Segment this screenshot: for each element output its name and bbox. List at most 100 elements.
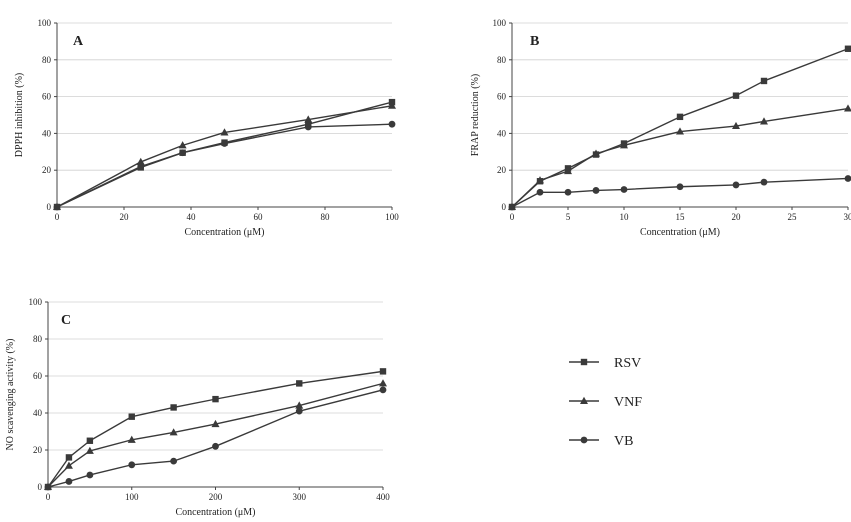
panel-a-series-vb-line [56,123,393,208]
panel-c-y-tick-label: 80 [33,334,43,344]
panel-b-x-tick-label: 0 [510,212,515,222]
panel-a-x-axis-title: Concentration (μM) [184,227,264,238]
panel-a-series-rsv-line [56,101,393,208]
panel-b-x-tick-label: 5 [566,212,571,222]
legend-vnf-label: VNF [614,395,642,410]
panel-a-x-tick-label: 0 [55,212,60,222]
panel-a-x-tick-label: 60 [254,212,264,222]
panel-c-y-axis-title: NO scavenging activity (%) [5,339,16,451]
panel-b-series-vb-point [536,188,544,196]
panel-b-x-tick-label: 20 [732,212,742,222]
panel-c-series-vnf-line [47,382,384,488]
panel-b: 0 20 40 60 80 100 0 5 10 15 20 25 30 Concentration (μ… [470,18,851,238]
panel-a-y-tick-label: 40 [42,128,52,138]
panel-b-y-tick-label: 0 [502,202,507,212]
panel-a-y-axis-title: DPPH inhibition (%) [14,73,25,157]
panel-b-y-tick-label: 100 [493,18,507,28]
panel-a-series-vnf-point [388,101,396,109]
panel-c-series-rsv-point [379,368,387,375]
panel-b-y-tick-label: 20 [497,165,507,175]
legend: RSV VNF VB [569,356,642,449]
panel-c-series-vb-point [128,461,136,469]
panel-a-y-tick-label: 100 [38,18,52,28]
panel-a-x-tick-label: 40 [187,212,197,222]
panel-a-series-vb-point [221,140,228,147]
panel-b-series-vnf-point [760,117,768,125]
panel-b-series-rsv-point [676,113,684,121]
panel-a-y-tick-label: 20 [42,165,52,175]
panel-a-series-vnf-point [178,141,187,149]
panel-c-series-rsv-line [47,370,384,488]
panel-a-series-vb-point [388,120,396,128]
panel-c-series-rsv-point [212,395,219,403]
panel-c-y-tick-label: 40 [33,408,43,418]
panel-c-x-tick-label: 200 [209,492,223,502]
panel-b-x-tick-label: 15 [676,212,686,222]
panel-b-series-rsv-point [760,77,768,85]
panel-c-series-vb-point [295,407,303,415]
panel-c-series-rsv-point [170,404,177,411]
panel-a-y-tick-label: 0 [47,202,52,212]
panel-b-x-tick-label: 25 [788,212,798,222]
panel-c-y-tick-label: 0 [38,482,43,492]
panel-c-series-vnf-point [379,379,387,387]
legend-vb-label: VB [614,434,633,449]
panel-c: 0 20 40 60 80 100 0 100 200 300 400 Concentration (… [5,297,390,518]
panel-c-series-rsv-point [65,454,73,461]
panel-a-series-vnf-point [136,157,145,165]
panel-b-series-vb-point [620,186,628,193]
panel-c-series-vnf-point [85,446,94,454]
panel-b-y-tick-label: 80 [497,55,507,65]
panel-c-series-vnf-point [211,419,220,428]
panel-b-series-vb-point [676,183,684,191]
panel-b-series-vnf-point [732,121,740,130]
panel-b-series-vb-point [564,188,572,196]
panel-a-letter: A [73,34,84,49]
panel-b-series-vb-point [732,181,740,189]
legend-rsv-marker [580,358,588,366]
panel-c-series-vb-point [379,386,387,394]
legend-rsv-label: RSV [614,356,641,371]
panel-b-series-vb-point [844,175,851,182]
panel-c-x-tick-label: 300 [293,492,307,502]
panel-c-x-axis-title: Concentration (μM) [175,507,255,518]
panel-a-x-tick-label: 80 [321,212,331,222]
panel-a-series-vb-point [53,203,61,211]
panel-c-y-tick-label: 60 [33,371,43,381]
panel-a-series-vb-point [179,149,187,157]
panel-a-series-vnf-line [56,105,393,208]
panel-b-series-rsv-point [732,92,740,99]
panel-c-series-vb-point [170,457,178,465]
panel-c-x-tick-label: 0 [46,492,51,502]
panel-b-series-vnf-point [536,176,544,184]
panel-c-series-rsv-point [296,380,303,387]
panel-b-y-tick-label: 60 [497,92,507,102]
panel-c-series-vnf-point [64,461,73,469]
panel-a-series-vb-point [137,163,145,170]
panel-c-series-rsv-point [86,437,94,444]
panel-c-series-vb-point [86,471,94,479]
legend-vb-marker [580,436,588,444]
panel-b-y-tick-label: 40 [497,128,507,138]
panel-a-x-tick-label: 20 [120,212,130,222]
panel-b-series-vnf-point [676,127,684,135]
panel-b-series-vb-line [511,177,849,208]
panel-b-letter: B [530,34,539,49]
panel-a-series-vb-point [304,123,312,131]
panel-b-series-rsv-point [844,45,851,52]
panel-a-y-tick-label: 60 [42,92,52,102]
panel-b-series-vnf-point [844,104,851,112]
panel-c-series-vnf-point [295,401,304,409]
panel-c-series-rsv-point [128,413,135,420]
panel-c-x-tick-label: 400 [376,492,390,502]
panel-a: 0 20 40 60 80 100 0 20 40 60 80 100 Concentration (μ… [14,18,399,238]
panel-c-x-tick-label: 100 [125,492,139,502]
panel-c-series-vb-point [44,483,52,491]
legend-vnf-marker [580,396,588,404]
panel-c-y-tick-label: 20 [33,445,43,455]
panel-b-series-vnf-point [564,166,572,175]
panel-b-x-axis-title: Concentration (μM) [640,227,720,238]
panel-b-series-vb-point [508,203,516,211]
panel-c-series-vnf-point [127,435,136,443]
